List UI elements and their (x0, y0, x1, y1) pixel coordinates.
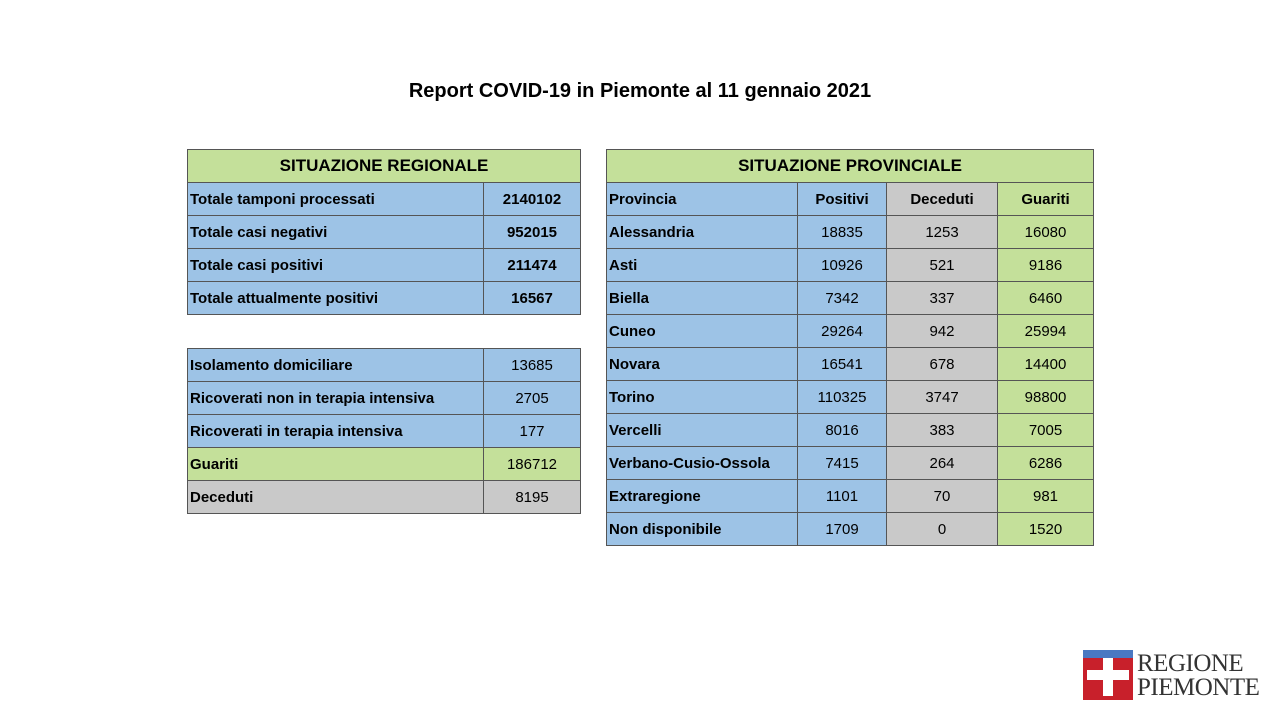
province-name: Novara (606, 347, 798, 381)
table-row: Totale attualmente positivi 16567 (187, 281, 582, 315)
page-title: Report COVID-19 in Piemonte al 11 gennai… (408, 80, 872, 102)
regione-piemonte-logo: REGIONE PIEMONTE (1083, 650, 1260, 702)
provincial-header: SITUAZIONE PROVINCIALE (605, 149, 1095, 183)
deceduti-value: 3747 (886, 380, 998, 414)
regional-summary-table: SITUAZIONE REGIONALE Totale tamponi proc… (186, 149, 582, 315)
province-name: Extraregione (606, 479, 798, 513)
row-label: Ricoverati non in terapia intensiva (187, 381, 484, 415)
provincial-table: SITUAZIONE PROVINCIALE Provincia Positiv… (605, 149, 1095, 546)
positivi-value: 1101 (797, 479, 887, 513)
table-header-row: SITUAZIONE REGIONALE (186, 149, 582, 183)
logo-line-2: PIEMONTE (1137, 674, 1260, 701)
deceduti-value: 0 (886, 512, 998, 546)
table-row: Deceduti 8195 (187, 480, 581, 514)
positivi-value: 29264 (797, 314, 887, 348)
positivi-value: 8016 (797, 413, 887, 447)
row-value: 16567 (482, 281, 582, 315)
positivi-value: 7415 (797, 446, 887, 480)
provincial-rows: Alessandria 18835 1253 16080 Asti 10926 521 918… (606, 215, 1095, 546)
regional-header: SITUAZIONE REGIONALE (186, 149, 582, 183)
positivi-value: 18835 (797, 215, 887, 249)
guariti-value: 9186 (996, 248, 1095, 282)
column-header-row: Provincia Positivi Deceduti Guariti (606, 182, 1095, 216)
row-label: Guariti (187, 447, 484, 481)
row-value: 2705 (483, 381, 581, 415)
table-row: Totale tamponi processati 2140102 (187, 182, 582, 216)
row-label: Totale casi negativi (187, 215, 484, 249)
table-row: Biella 7342 337 6460 (606, 281, 1095, 315)
province-name: Vercelli (606, 413, 798, 447)
row-label: Deceduti (187, 480, 484, 514)
positivi-value: 10926 (797, 248, 887, 282)
deceduti-value: 383 (886, 413, 998, 447)
deceduti-value: 264 (886, 446, 998, 480)
guariti-value: 1520 (996, 512, 1095, 546)
column-header: Positivi (797, 182, 887, 216)
deceduti-value: 942 (886, 314, 998, 348)
row-value: 211474 (482, 248, 582, 282)
positivi-value: 7342 (797, 281, 887, 315)
province-name: Asti (606, 248, 798, 282)
row-value: 177 (483, 414, 581, 448)
row-value: 952015 (482, 215, 582, 249)
regional-detail-table: Isolamento domiciliare 13685 Ricoverati … (187, 348, 581, 514)
column-header: Guariti (996, 182, 1095, 216)
table-row: Non disponibile 1709 0 1520 (606, 512, 1095, 546)
province-name: Verbano-Cusio-Ossola (606, 446, 798, 480)
province-name: Alessandria (606, 215, 798, 249)
table-header-row: SITUAZIONE PROVINCIALE (605, 149, 1095, 183)
row-label: Isolamento domiciliare (187, 348, 484, 382)
row-label: Totale casi positivi (187, 248, 484, 282)
column-header: Deceduti (886, 182, 998, 216)
guariti-value: 14400 (996, 347, 1095, 381)
row-label: Totale tamponi processati (187, 182, 484, 216)
row-label: Totale attualmente positivi (187, 281, 484, 315)
deceduti-value: 337 (886, 281, 998, 315)
guariti-value: 7005 (996, 413, 1095, 447)
row-value: 8195 (483, 480, 581, 514)
positivi-value: 1709 (797, 512, 887, 546)
row-value: 2140102 (482, 182, 582, 216)
positivi-value: 110325 (797, 380, 887, 414)
table-row: Extraregione 1101 70 981 (606, 479, 1095, 513)
table-row: Isolamento domiciliare 13685 (187, 348, 581, 382)
piemonte-emblem-icon (1083, 650, 1133, 700)
table-row: Alessandria 18835 1253 16080 (606, 215, 1095, 249)
guariti-value: 6460 (996, 281, 1095, 315)
logo-line-1: REGIONE (1137, 650, 1244, 677)
table-row: Totale casi negativi 952015 (187, 215, 582, 249)
table-row: Verbano-Cusio-Ossola 7415 264 6286 (606, 446, 1095, 480)
table-row: Novara 16541 678 14400 (606, 347, 1095, 381)
table-row: Totale casi positivi 211474 (187, 248, 582, 282)
deceduti-value: 521 (886, 248, 998, 282)
table-row: Ricoverati non in terapia intensiva 2705 (187, 381, 581, 415)
column-header: Provincia (606, 182, 798, 216)
province-name: Cuneo (606, 314, 798, 348)
guariti-value: 16080 (996, 215, 1095, 249)
row-value: 186712 (483, 447, 581, 481)
row-label: Ricoverati in terapia intensiva (187, 414, 484, 448)
deceduti-value: 70 (886, 479, 998, 513)
province-name: Biella (606, 281, 798, 315)
deceduti-value: 1253 (886, 215, 998, 249)
deceduti-value: 678 (886, 347, 998, 381)
row-value: 13685 (483, 348, 581, 382)
table-row: Asti 10926 521 9186 (606, 248, 1095, 282)
table-row: Guariti 186712 (187, 447, 581, 481)
guariti-value: 98800 (996, 380, 1095, 414)
positivi-value: 16541 (797, 347, 887, 381)
table-row: Ricoverati in terapia intensiva 177 (187, 414, 581, 448)
province-name: Torino (606, 380, 798, 414)
table-row: Vercelli 8016 383 7005 (606, 413, 1095, 447)
table-row: Torino 110325 3747 98800 (606, 380, 1095, 414)
guariti-value: 6286 (996, 446, 1095, 480)
logo-text: REGIONE PIEMONTE (1137, 650, 1260, 701)
province-name: Non disponibile (606, 512, 798, 546)
guariti-value: 25994 (996, 314, 1095, 348)
table-row: Cuneo 29264 942 25994 (606, 314, 1095, 348)
guariti-value: 981 (996, 479, 1095, 513)
